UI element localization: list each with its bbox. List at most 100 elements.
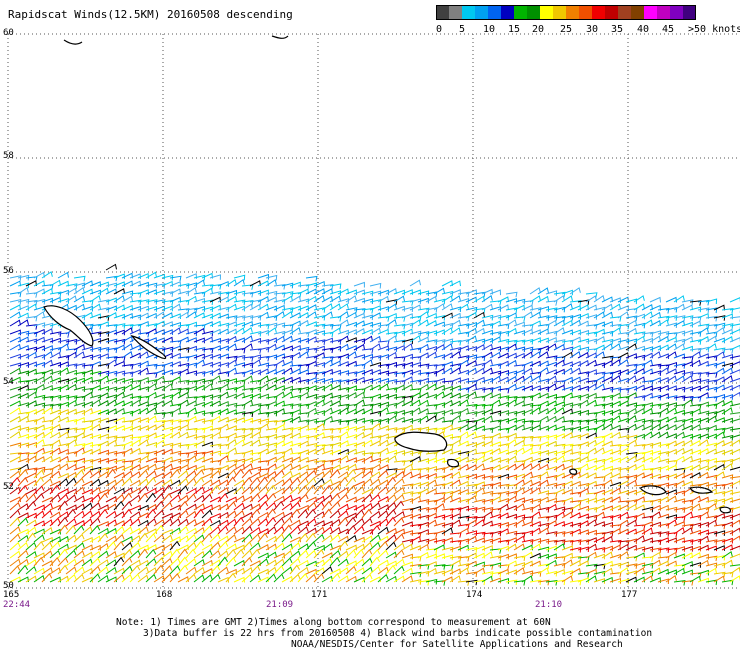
wind-barb	[233, 434, 246, 441]
wind-barb	[113, 281, 125, 288]
wind-barb	[513, 535, 525, 543]
wind-barb	[209, 353, 221, 360]
wind-barb	[385, 455, 397, 463]
wind-barb	[505, 359, 517, 367]
wind-barb	[233, 468, 245, 479]
wind-barb	[177, 458, 190, 465]
wind-barb	[113, 500, 125, 511]
wind-barb	[617, 311, 629, 319]
wind-barb	[401, 376, 413, 383]
wind-speed-colorbar: 0 5 10 15 20 25 30 35 40 45 >50 knots	[436, 5, 740, 35]
wind-barb	[537, 360, 549, 367]
wind-barb	[185, 503, 197, 511]
wind-barb	[305, 549, 317, 559]
wind-barb	[425, 519, 437, 527]
wind-barb	[353, 320, 365, 327]
wind-barb	[289, 403, 302, 409]
wind-barb	[425, 295, 437, 303]
wind-barb	[433, 544, 445, 551]
wind-barb	[553, 562, 566, 569]
wind-barb	[545, 520, 557, 527]
wind-barb	[353, 517, 365, 527]
wind-barb	[641, 392, 653, 399]
wind-barb	[697, 323, 710, 330]
wind-barb	[721, 550, 733, 559]
wind-barb	[697, 553, 709, 560]
wind-barb	[401, 483, 414, 490]
wind-barb	[705, 386, 718, 393]
wind-barb	[417, 474, 430, 480]
wind-barb	[73, 344, 85, 351]
wind-barb	[297, 434, 310, 441]
wind-barb	[361, 418, 374, 425]
wind-barb	[409, 450, 422, 457]
wind-barb	[57, 455, 69, 463]
wind-barb	[241, 291, 254, 298]
wind-barb	[161, 573, 173, 583]
wind-barb	[705, 448, 717, 455]
wind-barb	[625, 414, 637, 423]
wind-barb	[73, 295, 85, 303]
wind-barb	[273, 419, 286, 426]
wind-barb	[353, 308, 366, 314]
wind-barb	[377, 295, 389, 303]
wind-barb	[401, 463, 413, 471]
wind-barb	[57, 332, 70, 338]
wind-barb	[465, 431, 477, 439]
wind-barb	[129, 273, 141, 280]
wind-barb	[193, 418, 206, 424]
wind-barb	[369, 463, 381, 471]
wind-barb	[489, 363, 502, 369]
wind-barb	[585, 457, 597, 464]
wind-barb	[449, 471, 461, 479]
wind-barb	[105, 566, 117, 575]
wind-barb	[345, 426, 358, 432]
wind-barb	[473, 338, 486, 345]
wind-barb	[689, 300, 702, 306]
colorbar-swatch	[436, 5, 450, 20]
wind-barb	[145, 282, 158, 289]
wind-barb	[281, 427, 294, 433]
wind-barb	[481, 498, 494, 505]
wind-barb	[409, 571, 422, 578]
wind-barb	[65, 363, 78, 369]
lat-label: 60	[3, 28, 14, 38]
wind-barb	[329, 480, 341, 487]
wind-barb	[649, 551, 661, 559]
wind-barb	[505, 522, 518, 528]
wind-barb	[689, 495, 701, 503]
colorbar-swatch	[488, 5, 502, 20]
wind-barb	[553, 343, 565, 351]
wind-barb	[73, 443, 86, 449]
wind-barb	[673, 303, 685, 311]
wind-barb	[425, 415, 437, 423]
wind-barb	[9, 442, 22, 449]
wind-barb	[401, 498, 414, 504]
wind-barb	[97, 363, 110, 369]
wind-barb	[337, 335, 349, 343]
wind-barb	[225, 501, 237, 511]
wind-barb	[721, 394, 734, 400]
wind-barb	[473, 387, 486, 393]
wind-barb	[225, 510, 237, 519]
wind-barb	[65, 383, 77, 391]
wind-barb	[17, 353, 29, 360]
wind-barb	[233, 567, 245, 575]
wind-barb	[513, 462, 525, 471]
wind-barb	[369, 556, 381, 567]
wind-barb	[601, 311, 613, 319]
wind-barb	[297, 419, 310, 426]
wind-barb	[713, 367, 725, 375]
wind-barb	[553, 531, 566, 537]
wind-barb	[545, 415, 557, 423]
wind-barb	[537, 463, 549, 471]
wind-barb	[609, 327, 621, 335]
wind-barb	[697, 521, 709, 528]
wind-barb	[281, 502, 293, 511]
wind-barb	[81, 280, 93, 287]
wind-barb	[489, 513, 501, 520]
wind-barb	[265, 354, 278, 361]
wind-barb	[673, 419, 686, 425]
wind-barb	[633, 322, 646, 329]
wind-barb	[521, 479, 533, 487]
